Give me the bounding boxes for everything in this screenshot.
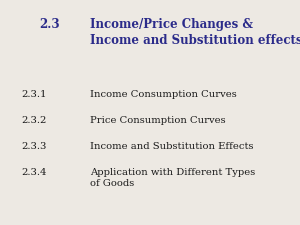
Text: Income and Substitution Effects: Income and Substitution Effects xyxy=(90,142,253,151)
Text: Application with Different Types
of Goods: Application with Different Types of Good… xyxy=(90,168,255,188)
Text: 2.3.2: 2.3.2 xyxy=(21,116,46,125)
Text: 2.3.1: 2.3.1 xyxy=(21,90,46,99)
Text: Income/Price Changes &
Income and Substitution effects: Income/Price Changes & Income and Substi… xyxy=(90,18,300,47)
Text: Income Consumption Curves: Income Consumption Curves xyxy=(90,90,237,99)
Text: 2.3.3: 2.3.3 xyxy=(21,142,46,151)
Text: Price Consumption Curves: Price Consumption Curves xyxy=(90,116,226,125)
Text: 2.3: 2.3 xyxy=(39,18,60,31)
Text: 2.3.4: 2.3.4 xyxy=(21,168,46,177)
